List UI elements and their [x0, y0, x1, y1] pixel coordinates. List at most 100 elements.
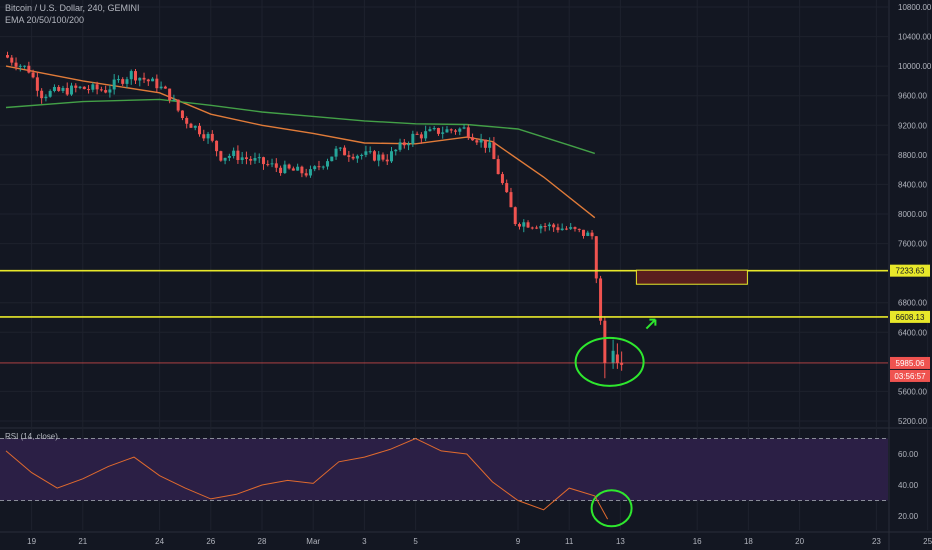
candle-body [560, 228, 564, 231]
candle-body [343, 147, 347, 156]
candle-body [471, 137, 475, 141]
candle-body [407, 143, 411, 146]
candle-body [428, 129, 432, 132]
time-tick-label: 16 [693, 537, 702, 546]
candle-body [445, 129, 449, 133]
candle-body [198, 125, 202, 135]
candle-body [232, 150, 236, 156]
candle-body [227, 155, 231, 158]
time-tick-label: Mar [306, 537, 320, 546]
candle-body [121, 79, 125, 84]
candle-body [296, 166, 300, 171]
indicator-label: EMA 20/50/100/200 [5, 15, 85, 25]
candle-body [458, 128, 462, 132]
candle-body [249, 158, 253, 161]
candle-body [338, 147, 342, 149]
candle-body [104, 90, 108, 93]
time-tick-label: 3 [362, 537, 367, 546]
candle-body [31, 72, 35, 78]
candle-body [475, 140, 479, 143]
candle-body [215, 140, 219, 152]
candle-body [189, 123, 193, 128]
candle-body [334, 148, 338, 157]
candle-body [206, 133, 210, 139]
candle-body [134, 71, 137, 81]
time-tick-label: 19 [27, 537, 36, 546]
candle-body [432, 128, 436, 130]
candle-body [176, 99, 180, 111]
candle-body [513, 207, 517, 225]
candle-body [415, 133, 419, 135]
candle-body [61, 87, 65, 91]
price-tick-label: 8000.00 [898, 210, 927, 219]
candle-body [304, 173, 308, 176]
time-axis[interactable]: 19 21 24 26 28 Mar 3 5 9 11 13 16 18 20 23 25 [27, 537, 932, 546]
chart-title: Bitcoin / U.S. Dollar, 240, GEMINI [5, 3, 140, 13]
candle-body [377, 154, 381, 161]
candle-body [151, 78, 155, 82]
candle-body [91, 84, 95, 90]
candle-body [185, 118, 189, 124]
candle-body [23, 65, 27, 67]
candle-body [210, 133, 214, 141]
candle-body [283, 164, 287, 174]
candle-body [522, 222, 526, 227]
candle-body [65, 87, 69, 95]
candle-body [615, 354, 619, 363]
candle-body [74, 85, 78, 88]
candle-body [308, 169, 312, 176]
candle-body [505, 183, 509, 193]
candle-body [564, 228, 568, 230]
candle-body [274, 163, 278, 168]
horizontal-levels[interactable]: 7233.63 6608.13 5985.06 03:56:57 [0, 264, 930, 382]
candle-body [35, 77, 39, 91]
candle-body [577, 228, 581, 230]
rsi-line [5, 437, 609, 520]
candle-body [240, 157, 244, 161]
candle-body [172, 99, 176, 101]
candle-body [129, 71, 133, 80]
candle-body [398, 142, 402, 150]
candle-body [279, 167, 283, 174]
candle-body [535, 227, 539, 229]
current-price-label: 5985.06 [896, 359, 925, 368]
candle-body [180, 110, 184, 119]
candle-body [492, 142, 496, 160]
candle-body [479, 139, 483, 143]
candle-body [620, 362, 624, 365]
candle-body [99, 89, 103, 91]
annotations [574, 318, 657, 528]
price-tick-label: 8800.00 [898, 151, 927, 160]
candle-body [454, 130, 458, 132]
candle-body [569, 227, 573, 229]
price-axis[interactable]: 10800.00 10400.00 10000.00 9600.00 9200.00 88… [898, 3, 932, 521]
candle-body [582, 229, 586, 236]
candle-body [530, 227, 534, 229]
candle-body [436, 128, 440, 134]
candle-body [155, 78, 159, 89]
candle-body [87, 89, 91, 91]
candle-body [402, 142, 406, 146]
candle-body [381, 154, 385, 160]
countdown-label: 03:56:57 [894, 372, 926, 381]
candle-body [360, 154, 364, 156]
rsi-band [0, 438, 888, 501]
time-tick-label: 9 [516, 537, 521, 546]
candle-body [108, 89, 112, 93]
candle-body [603, 320, 607, 363]
time-tick-label: 18 [744, 537, 753, 546]
time-tick-label: 25 [923, 537, 932, 546]
candle-body [163, 86, 167, 89]
candle-body [364, 151, 368, 155]
candle-body [44, 96, 48, 99]
current-price-label-bg [890, 356, 930, 369]
time-tick-label: 26 [206, 537, 215, 546]
rsi-tick-label: 20.00 [898, 512, 919, 521]
candle-body [488, 142, 492, 148]
candle-body [270, 163, 274, 165]
candle-body [594, 236, 598, 279]
time-tick-label: 24 [155, 537, 164, 546]
up-arrow-icon [645, 318, 657, 330]
candle-body [18, 65, 22, 67]
